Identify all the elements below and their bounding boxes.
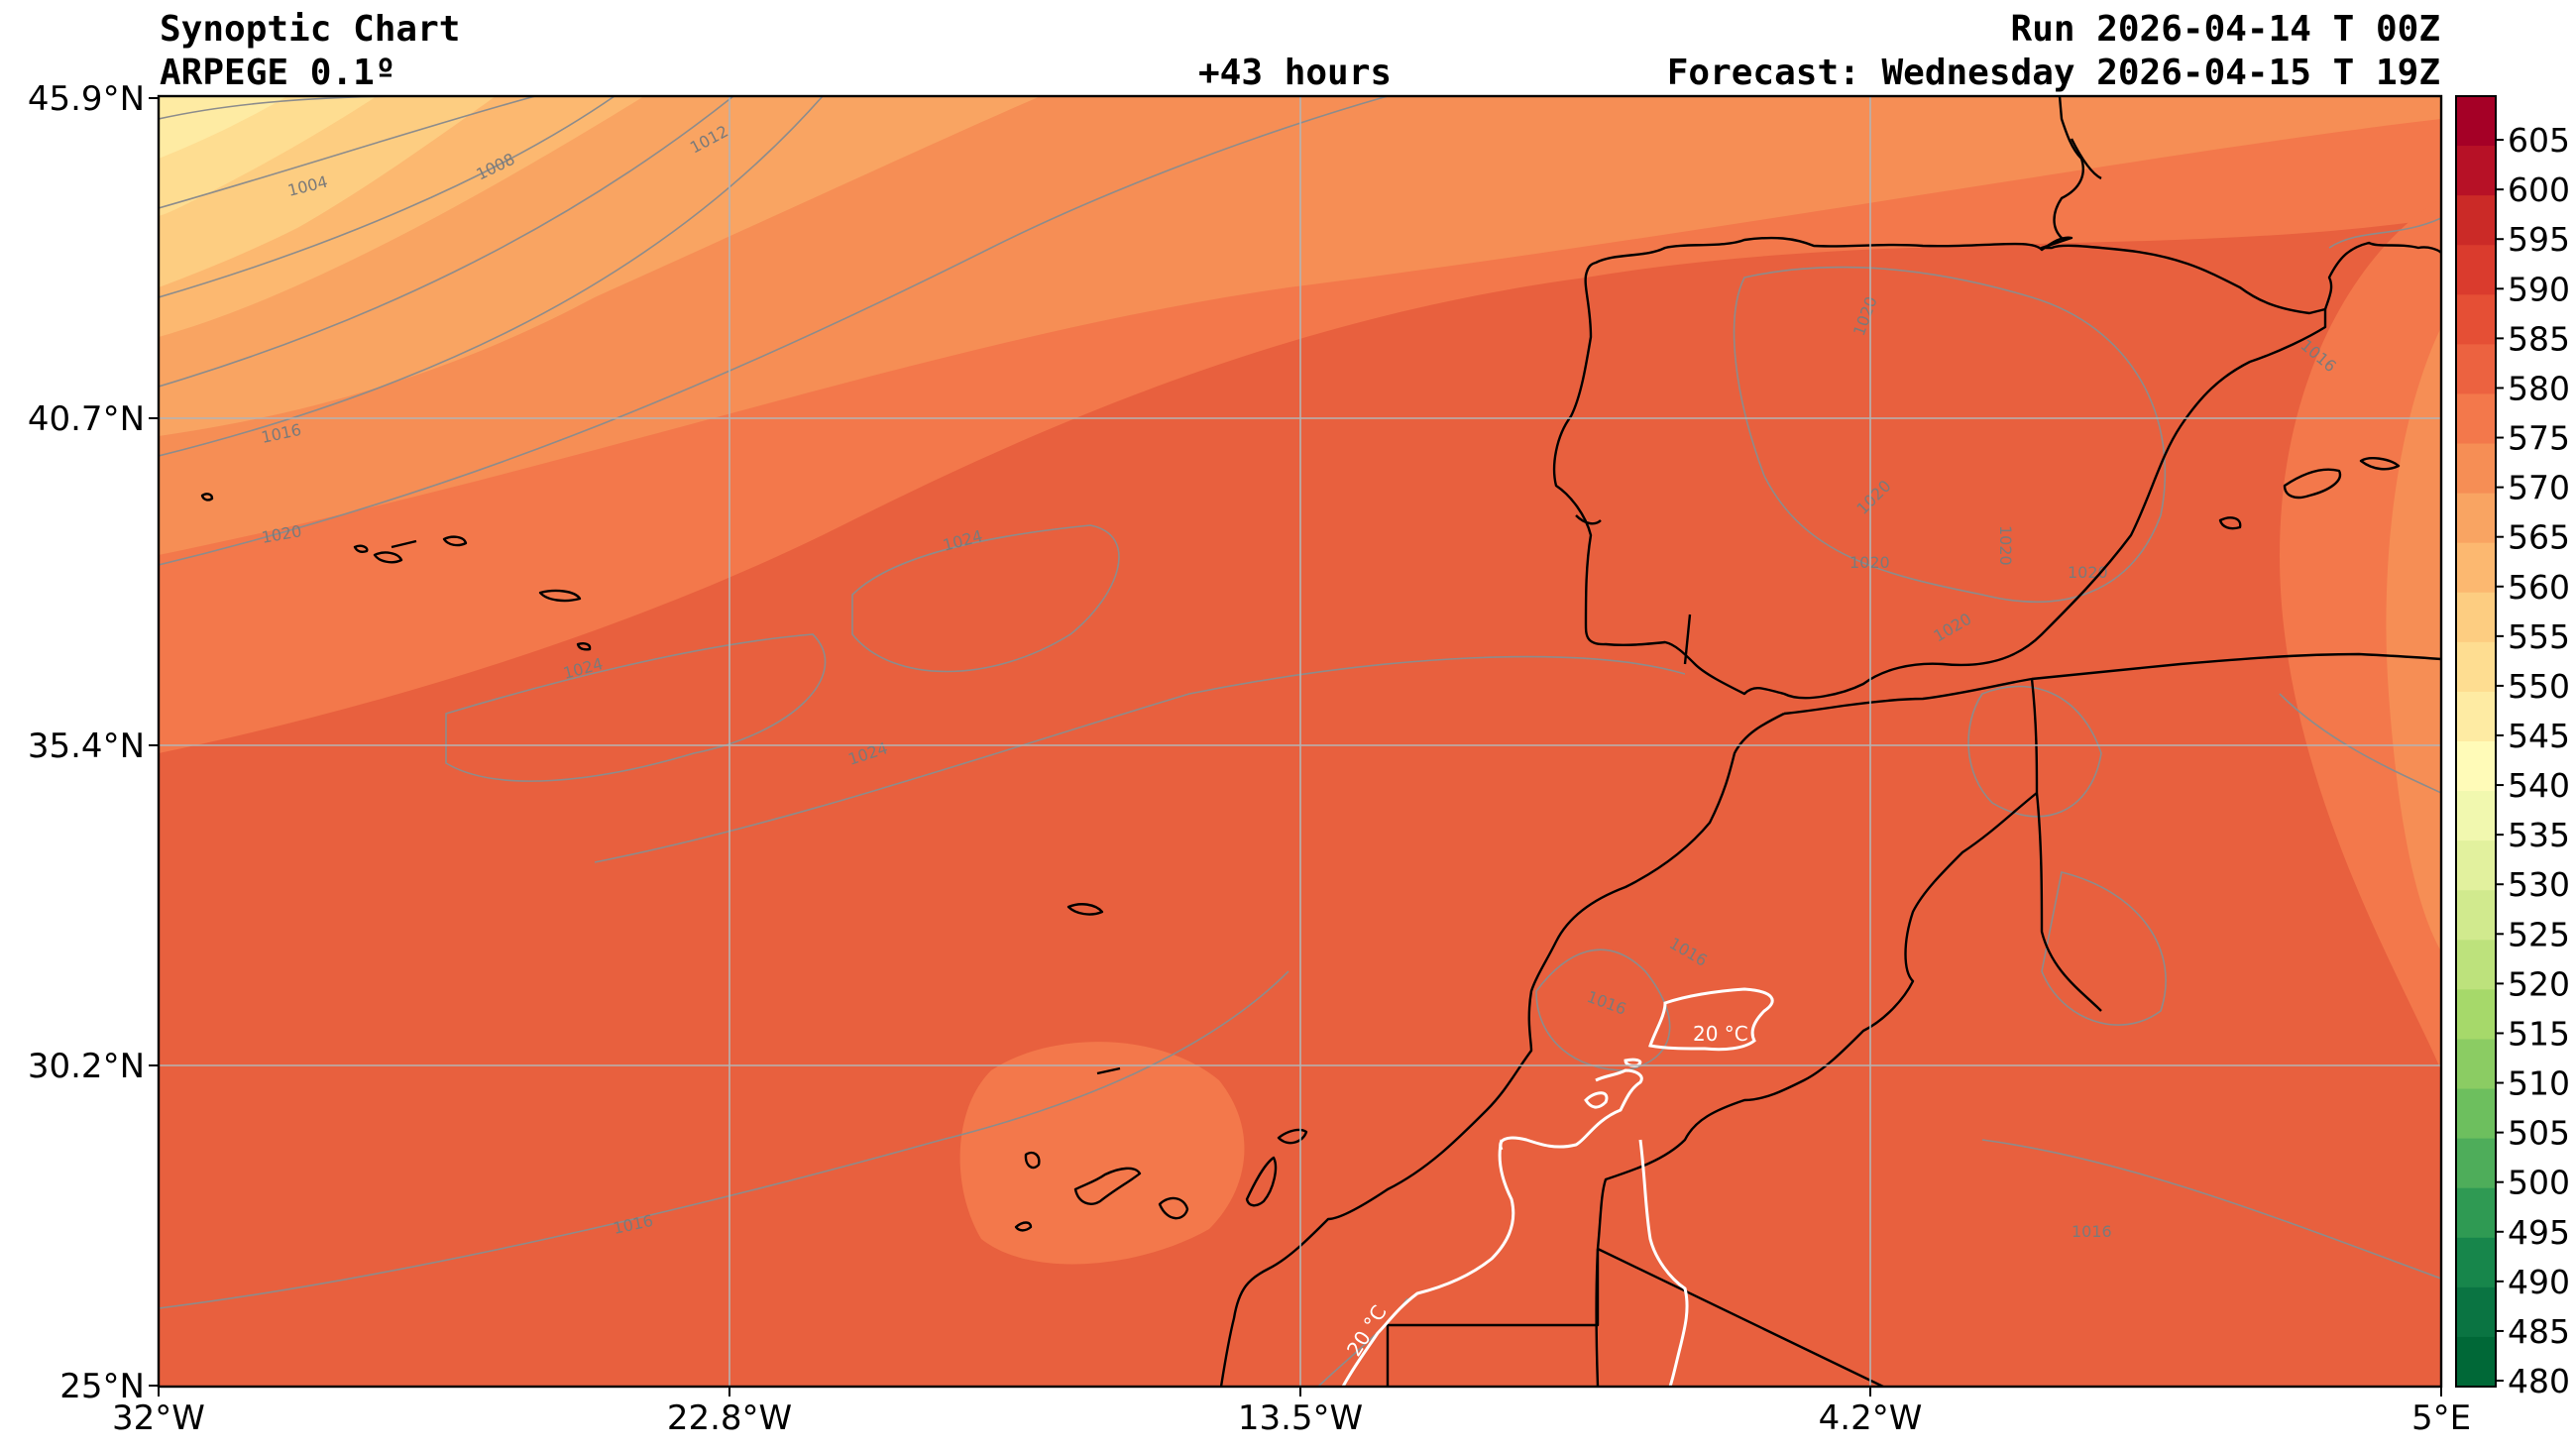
colorbar-swatch: [2456, 542, 2496, 594]
lon-tick-label: 5°E: [2411, 1398, 2471, 1438]
colorbar-label: 555: [2508, 617, 2570, 656]
colorbar-label: 530: [2508, 865, 2570, 904]
lat-tick-label: 45.9°N: [28, 79, 145, 119]
colorbar-label: 595: [2508, 220, 2570, 259]
colorbar-swatch: [2456, 641, 2496, 693]
colorbar-swatch: [2456, 1138, 2496, 1189]
colorbar-swatch: [2456, 940, 2496, 990]
axis-ticks: [149, 97, 2442, 1396]
lat-tick-label: 40.7°N: [28, 399, 145, 439]
colorbar-swatch: [2456, 146, 2496, 196]
colorbar-label: 590: [2508, 270, 2570, 308]
colorbar-swatch: [2456, 741, 2496, 792]
colorbar-label: 575: [2508, 419, 2570, 458]
lon-tick-label: 13.5°W: [1238, 1398, 1363, 1438]
colorbar-label: 515: [2508, 1014, 2570, 1053]
isotherm-20c: [1341, 987, 1774, 1387]
colorbar-swatch: [2456, 989, 2496, 1041]
colorbar-swatch: [2456, 195, 2496, 246]
isobars: [159, 96, 2441, 1387]
colorbar: 605 600 595 590 585 580 575 570 565 560 555 550 545 5…: [2455, 95, 2570, 1400]
lead-time: +43 hours: [1198, 53, 1393, 93]
colorbar-label: 540: [2508, 766, 2570, 805]
lat-tick-label: 35.4°N: [28, 726, 145, 766]
colorbar-label: 535: [2508, 816, 2570, 854]
lat-tick-label: 30.2°N: [28, 1047, 145, 1086]
colorbar-swatch: [2456, 1286, 2496, 1338]
colorbar-swatch: [2456, 840, 2496, 891]
colorbar-label: 500: [2508, 1164, 2570, 1202]
colorbar-swatch: [2456, 1336, 2496, 1388]
colorbar-label: 495: [2508, 1213, 2570, 1252]
coastlines: [200, 96, 2441, 1387]
chart-title: Synoptic Chart: [160, 9, 461, 50]
lon-tick-label: 32°W: [112, 1398, 205, 1438]
colorbar-label: 605: [2508, 121, 2570, 160]
colorbar-label: 550: [2508, 667, 2570, 706]
colorbar-swatch: [2456, 1088, 2496, 1140]
gridlines: [159, 96, 2441, 1387]
colorbar-label: 585: [2508, 319, 2570, 358]
run-time: Run 2026-04-14 T 00Z: [2010, 9, 2440, 50]
colorbar-swatch: [2456, 1039, 2496, 1090]
colorbar-label: 520: [2508, 964, 2570, 1003]
colorbar-swatch: [2456, 493, 2496, 544]
lon-tick-label: 4.2°W: [1819, 1398, 1923, 1438]
colorbar-label: 510: [2508, 1064, 2570, 1103]
colorbar-swatch: [2456, 1237, 2496, 1288]
colorbar-label: 490: [2508, 1263, 2570, 1301]
forecast-time: Forecast: Wednesday 2026-04-15 T 19Z: [1666, 53, 2440, 93]
colorbar-swatch: [2456, 96, 2496, 147]
isobar-label: 1020: [1996, 525, 2015, 566]
latitude-axis: 45.9°N 40.7°N 35.4°N 30.2°N 25°N: [28, 79, 145, 1406]
isotherm-label: 20 °C: [1693, 1022, 1748, 1046]
colorbar-swatch: [2456, 245, 2496, 295]
colorbar-label: 485: [2508, 1312, 2570, 1351]
colorbar-swatch: [2456, 592, 2496, 643]
colorbar-swatch: [2456, 393, 2496, 445]
lat-tick-label: 25°N: [59, 1367, 145, 1406]
colorbar-label: 480: [2508, 1362, 2570, 1400]
colorbar-swatch: [2456, 443, 2496, 495]
lon-tick-label: 22.8°W: [667, 1398, 792, 1438]
colorbar-label: 525: [2508, 915, 2570, 953]
colorbar-label: 580: [2508, 369, 2570, 407]
colorbar-swatch: [2456, 294, 2496, 345]
longitude-axis: 32°W 22.8°W 13.5°W 4.2°W 5°E: [112, 1398, 2471, 1438]
colorbar-label: 565: [2508, 518, 2570, 557]
colorbar-swatch: [2456, 344, 2496, 395]
colorbar-swatch: [2456, 890, 2496, 941]
colorbar-label: 505: [2508, 1114, 2570, 1153]
colorbar-frame: [2455, 95, 2497, 1388]
colorbar-swatch: [2456, 791, 2496, 841]
colorbar-swatch: [2456, 691, 2496, 742]
isobar-label: 1016: [2072, 1222, 2112, 1241]
colorbar-label: 600: [2508, 170, 2570, 209]
colorbar-label: 570: [2508, 469, 2570, 507]
colorbar-swatch: [2456, 1187, 2496, 1239]
model-label: ARPEGE 0.1º: [160, 53, 396, 93]
colorbar-label: 545: [2508, 717, 2570, 755]
colorbar-label: 560: [2508, 568, 2570, 607]
